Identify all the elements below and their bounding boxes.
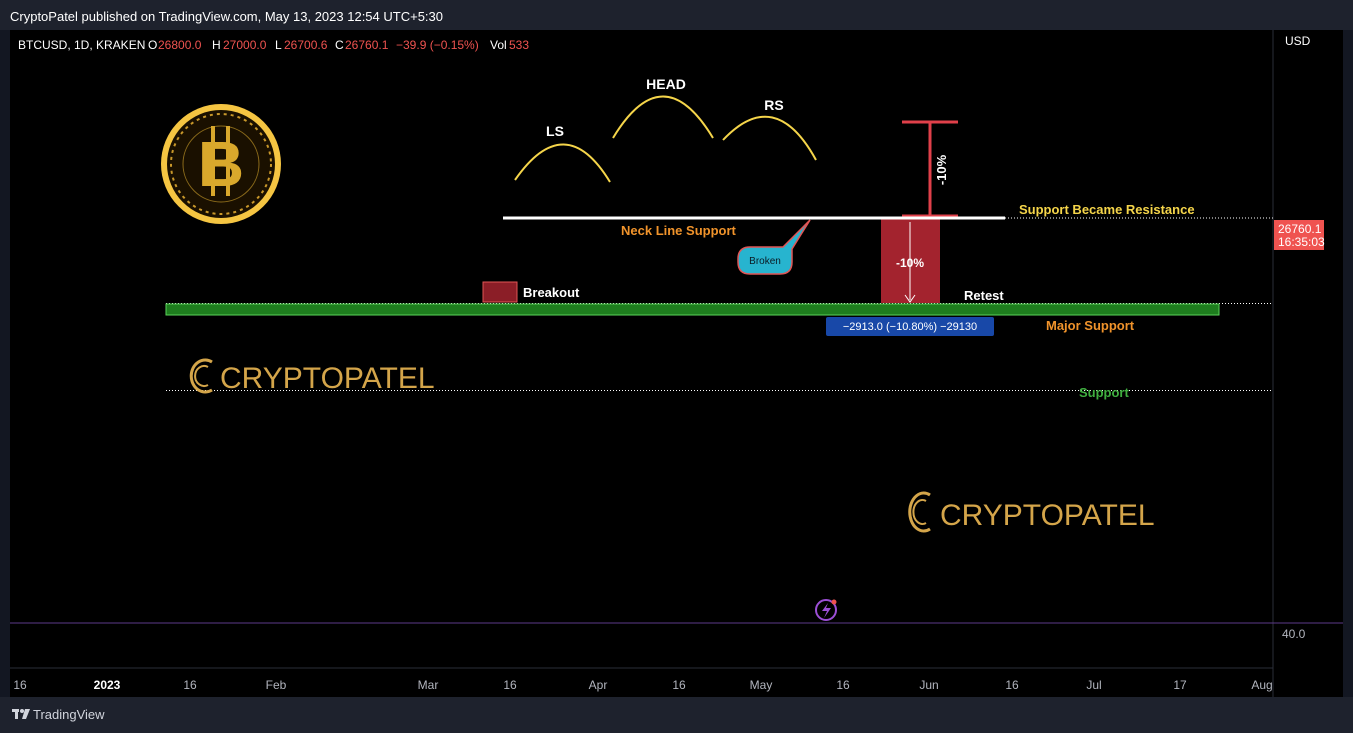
current-price-value: 26760.1 (1278, 222, 1322, 236)
legend-l-label: L (275, 38, 282, 52)
legend-h-label: H (212, 38, 221, 52)
broken-callout[interactable] (737, 219, 811, 275)
time-tick-label: Aug (1251, 678, 1272, 692)
footer-bar: TradingView (0, 697, 1353, 733)
time-tick-label: 16 (13, 678, 27, 692)
right-shoulder-arc (722, 115, 817, 161)
projection-pct-label: -10% (934, 154, 949, 185)
legend-c-value: 26760.1 (345, 38, 389, 52)
time-tick-label: Apr (589, 678, 608, 692)
broken-label: Broken (749, 256, 781, 267)
publish-header: CryptoPatel published on TradingView.com… (0, 0, 1353, 30)
cryptopatel-watermark-left: CRYPTOPATEL (189, 358, 435, 395)
time-tick-label: Jun (919, 678, 938, 692)
current-price-tag: 26760.1 16:35:03 (1274, 220, 1325, 250)
bitcoin-coin-icon: B (161, 104, 281, 224)
legend-c-label: C (335, 38, 344, 52)
major-support-label: Major Support (1046, 318, 1135, 333)
time-tick-label: 17 (1173, 678, 1187, 692)
svg-text:B: B (198, 128, 244, 200)
time-tick-label: Feb (266, 678, 287, 692)
major-support-zone[interactable] (165, 303, 1220, 316)
time-tick-label: 16 (503, 678, 517, 692)
watermark-text-right: CRYPTOPATEL (940, 499, 1155, 532)
time-tick-label: Mar (418, 678, 439, 692)
breakout-box[interactable] (482, 281, 518, 303)
time-tick-label: 16 (672, 678, 686, 692)
left-shoulder-arc (514, 143, 611, 183)
legend-vol-value: 533 (509, 38, 529, 52)
breakout-label: Breakout (523, 285, 580, 300)
cp-logo-icon (908, 491, 931, 533)
support-resistance-label: Support Became Resistance (1019, 202, 1195, 217)
retest-label: Retest (964, 288, 1004, 303)
legend-vol-label: Vol (490, 38, 507, 52)
time-tick-label: 16 (836, 678, 850, 692)
legend-l-value: 26700.6 (284, 38, 328, 52)
support-label: Support (1079, 385, 1129, 400)
legend-o-label: O (148, 38, 157, 52)
legend-symbol: BTCUSD, 1D, KRAKEN (18, 38, 145, 52)
tradingview-logo-icon (12, 709, 30, 719)
head-label: HEAD (646, 76, 686, 92)
target-arrow-head-icon (904, 294, 916, 303)
legend-h-value: 27000.0 (223, 38, 267, 52)
legend-change: −39.9 (−0.15%) (396, 38, 479, 52)
btcusd-chart[interactable]: USD 40.0 BTCUSD, 1D, KRAKEN O 26800.0 H … (10, 30, 1343, 697)
legend-o-value: 26800.0 (158, 38, 202, 52)
neckline-label: Neck Line Support (621, 223, 737, 238)
ls-label: LS (546, 123, 564, 139)
target-pct-label: -10% (896, 256, 924, 270)
tradingview-brand: TradingView (33, 707, 105, 722)
published-info: CryptoPatel published on TradingView.com… (10, 9, 443, 24)
time-tick-label: Jul (1086, 678, 1101, 692)
lower-pane-tick: 40.0 (1282, 627, 1306, 641)
watermark-text-left: CRYPTOPATEL (220, 362, 435, 395)
time-tick-label: 16 (183, 678, 197, 692)
time-tick-label: 16 (1005, 678, 1019, 692)
time-tick-label: May (750, 678, 773, 692)
candle-countdown: 16:35:03 (1278, 235, 1325, 249)
cp-logo-icon (189, 358, 213, 394)
time-axis[interactable]: 16 2023 16 Feb Mar 16 Apr 16 May 16 Jun 16 Jul 17 Aug (13, 678, 1272, 692)
currency-unit: USD (1285, 34, 1311, 48)
rs-label: RS (764, 97, 783, 113)
measure-label: −2913.0 (−10.80%) −29130 (843, 321, 977, 333)
chart-panel[interactable]: USD 40.0 BTCUSD, 1D, KRAKEN O 26800.0 H … (10, 30, 1343, 697)
measure-label-box (826, 317, 994, 336)
head-arc (612, 95, 714, 139)
lightning-icon[interactable] (815, 599, 837, 621)
ohlc-legend: BTCUSD, 1D, KRAKEN O 26800.0 H 27000.0 L… (18, 38, 529, 52)
time-tick-label: 2023 (94, 678, 121, 692)
cryptopatel-watermark-right: CRYPTOPATEL (908, 491, 1155, 533)
